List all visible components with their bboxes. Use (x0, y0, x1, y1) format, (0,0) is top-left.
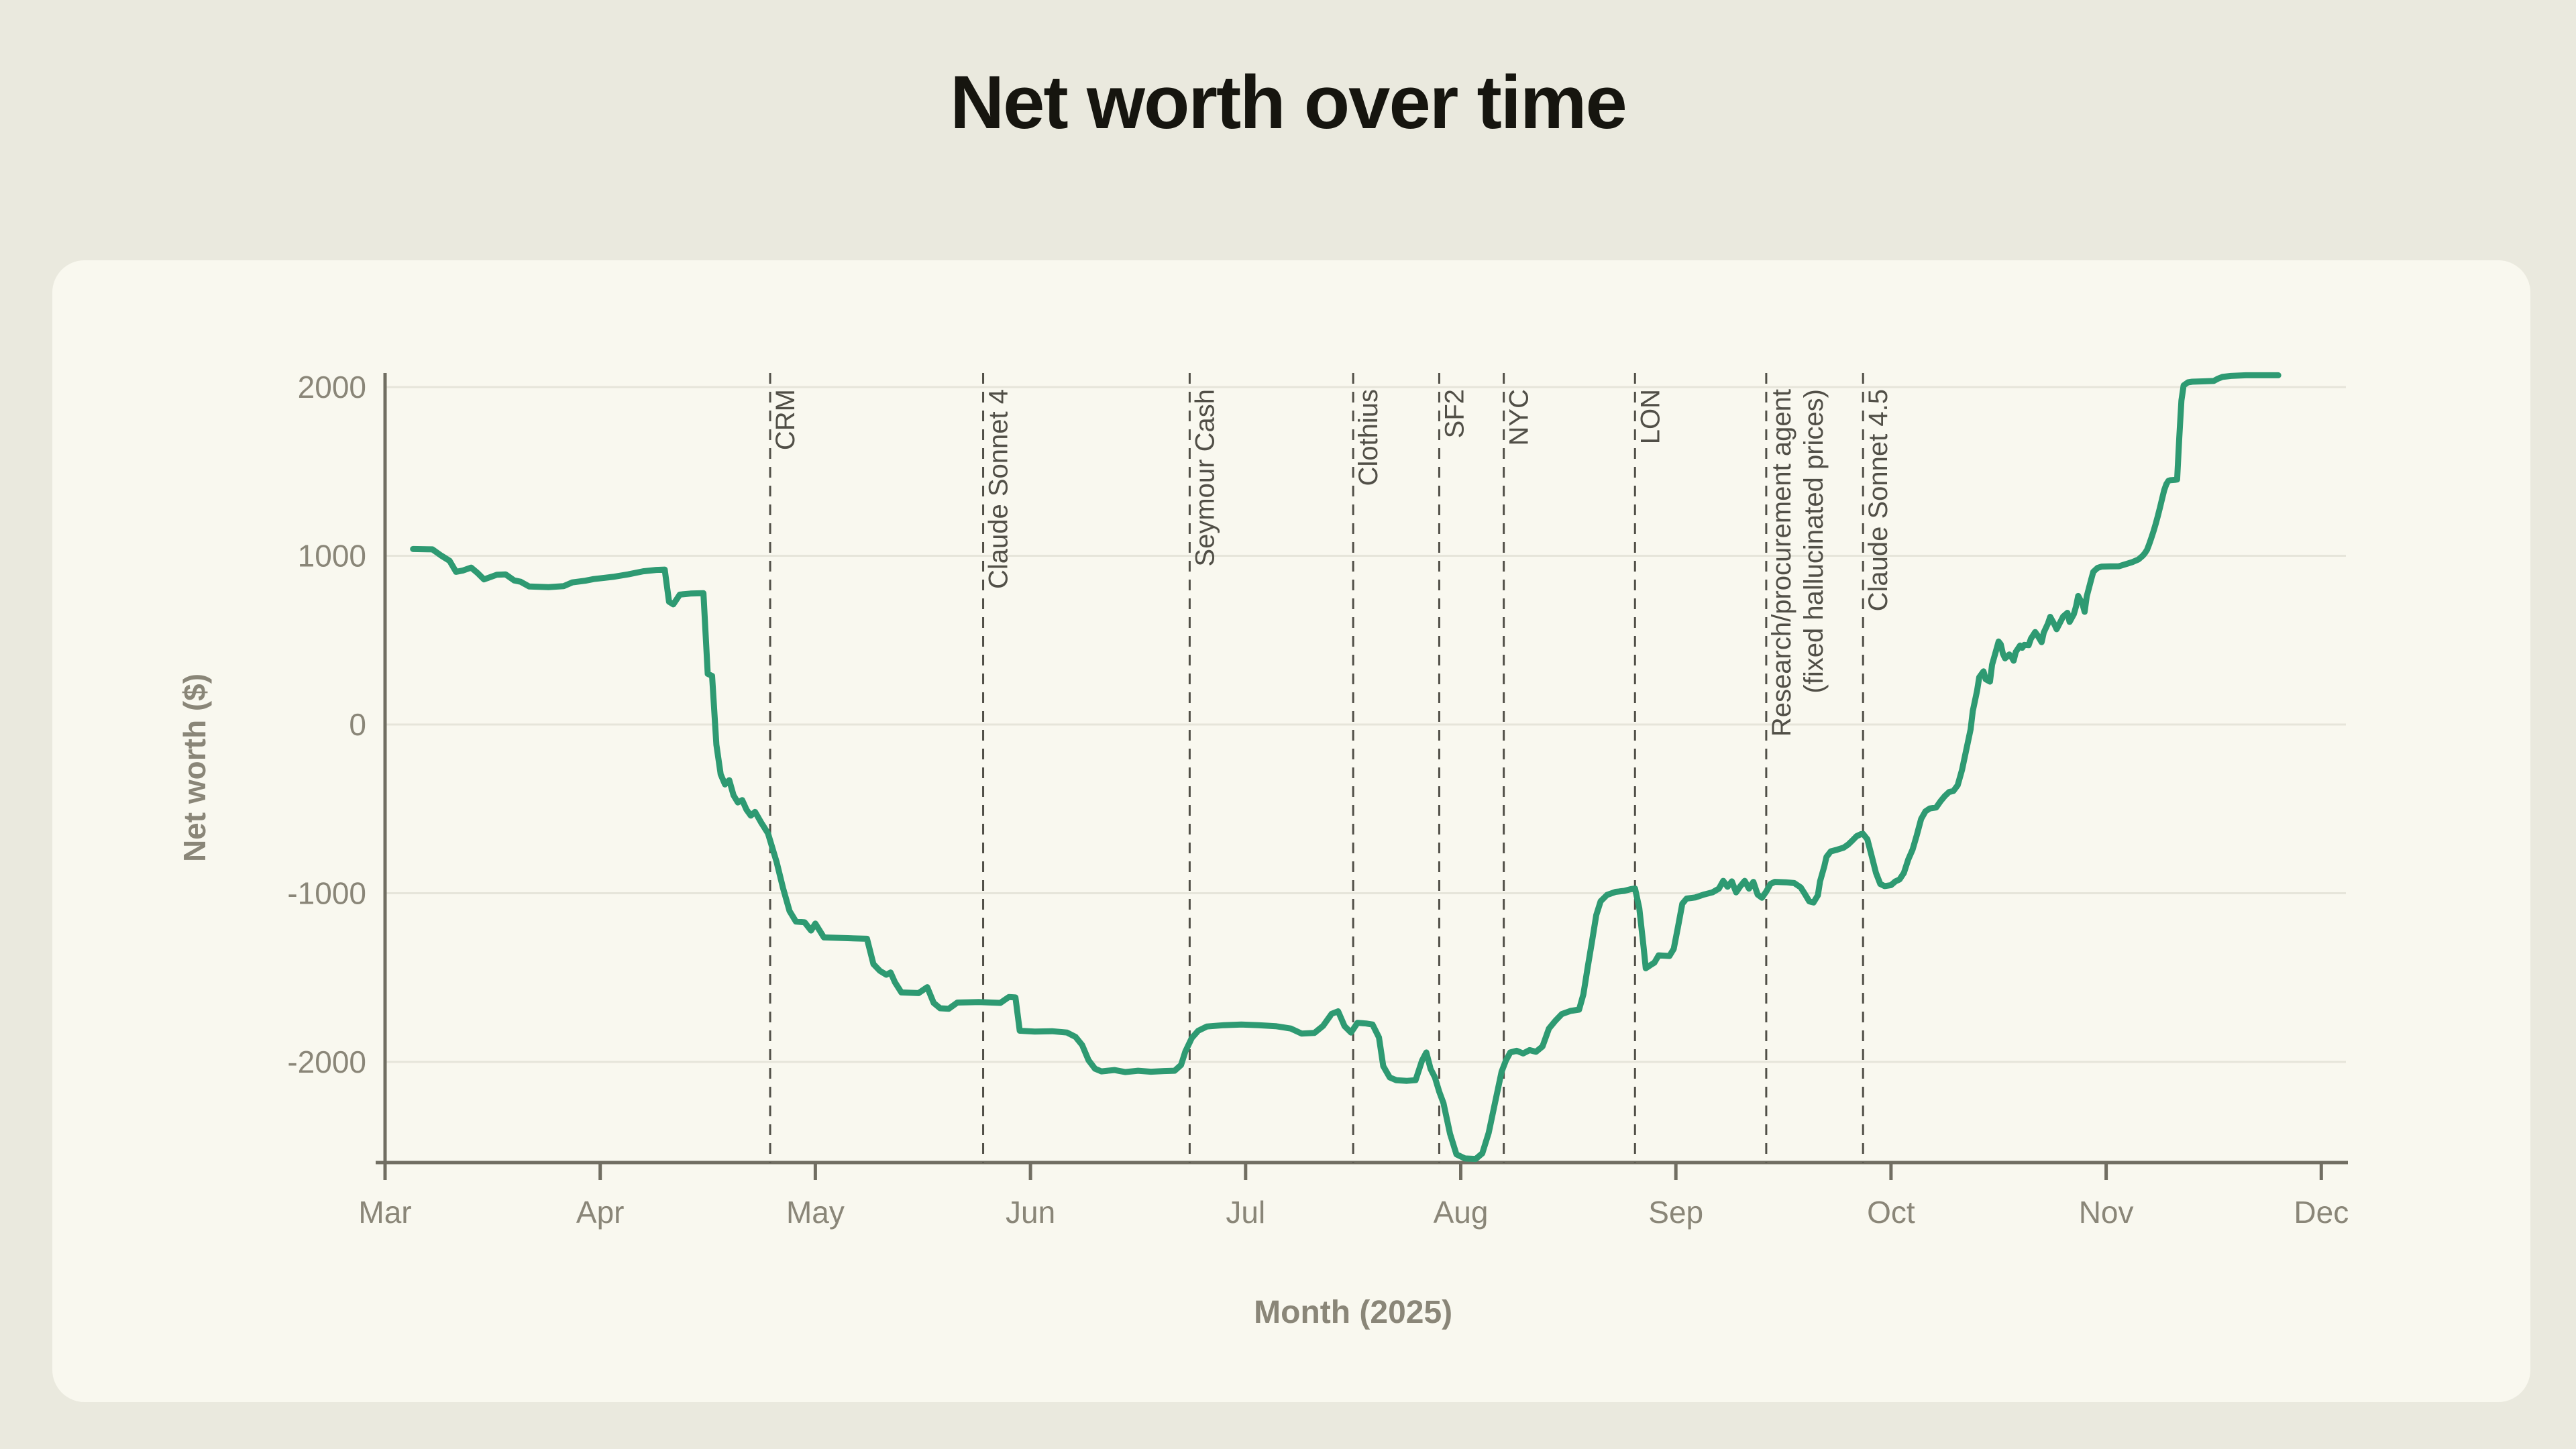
x-tick-label: Apr (576, 1195, 625, 1230)
chart-title: Net worth over time (950, 60, 1627, 144)
y-tick-label: -1000 (287, 876, 366, 911)
annotation-label: Seymour Cash (1190, 389, 1220, 567)
x-tick-label: Oct (1867, 1195, 1915, 1230)
x-axis-title: Month (2025) (1254, 1295, 1452, 1330)
y-tick-label: 2000 (298, 370, 366, 405)
annotation-label: Research/procurement agent (1767, 389, 1796, 737)
annotation-label: NYC (1505, 389, 1534, 445)
x-tick-label: Mar (358, 1195, 411, 1230)
annotation-label-line2: (fixed hallucinated prices) (1799, 389, 1829, 694)
annotation-label: Claude Sonnet 4.5 (1864, 389, 1893, 611)
x-tick-label: May (786, 1195, 845, 1230)
annotation-label: Claude Sonnet 4 (984, 389, 1014, 589)
chart-card (52, 260, 2530, 1402)
x-tick-label: Aug (1434, 1195, 1489, 1230)
x-tick-label: Sep (1648, 1195, 1703, 1230)
y-tick-label: 1000 (298, 539, 366, 574)
annotation-label: SF2 (1440, 389, 1469, 438)
x-tick-label: Jul (1226, 1195, 1265, 1230)
x-tick-label: Jun (1006, 1195, 1055, 1230)
annotation-label: LON (1635, 389, 1665, 444)
annotation-label: CRM (771, 389, 800, 450)
annotation-label: Clothius (1354, 389, 1383, 486)
net-worth-series-line (410, 372, 2282, 1163)
y-tick-label: 0 (349, 707, 366, 742)
y-axis-title: Net worth ($) (177, 674, 212, 862)
x-tick-label: Nov (2079, 1195, 2134, 1230)
x-tick-label: Dec (2294, 1195, 2349, 1230)
y-tick-label: -2000 (287, 1044, 366, 1079)
